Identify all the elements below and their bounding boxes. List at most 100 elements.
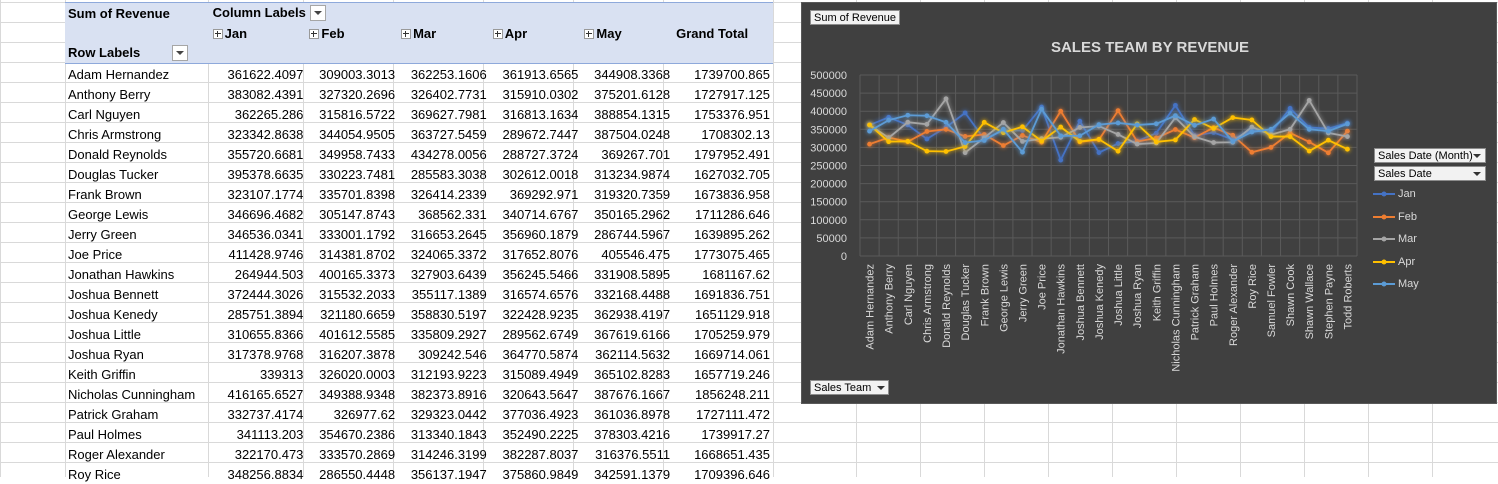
value-cell[interactable]: 327903.6439	[410, 266, 487, 282]
row-label[interactable]: Jerry Green	[68, 226, 137, 242]
row-label[interactable]: Nicholas Cunningham	[68, 386, 196, 402]
month-header-may[interactable]: May	[581, 23, 674, 43]
data-point[interactable]	[943, 96, 949, 102]
value-cell[interactable]: 388854.1315	[594, 106, 671, 122]
legend-item-mar[interactable]: Mar	[1373, 233, 1417, 245]
value-cell[interactable]: 355720.6681	[227, 146, 304, 162]
value-cell[interactable]: 329323.0442	[410, 406, 487, 422]
data-point[interactable]	[924, 121, 930, 127]
value-cell[interactable]: 286744.5967	[594, 226, 671, 242]
data-point[interactable]	[1211, 116, 1217, 122]
value-cell[interactable]: 365102.8283	[594, 366, 671, 382]
value-cell[interactable]: 350165.2962	[594, 206, 671, 222]
data-point[interactable]	[1287, 105, 1293, 111]
row-label[interactable]: Keith Griffin	[68, 366, 136, 382]
value-cell[interactable]: 330223.7481	[319, 166, 396, 182]
value-cell[interactable]: 362938.4197	[594, 306, 671, 322]
value-cell[interactable]: 310655.8366	[227, 326, 304, 342]
row-label[interactable]: Joshua Little	[68, 326, 141, 342]
value-cell[interactable]: 369292.971	[509, 186, 579, 202]
row-label[interactable]: Frank Brown	[68, 186, 142, 202]
table-row[interactable]: Douglas Tucker 395378.6635 330223.7481 2855…	[65, 164, 773, 184]
data-point[interactable]	[1268, 134, 1274, 139]
value-cell[interactable]: 340714.6767	[502, 206, 579, 222]
pivot-table[interactable]: Sum of Revenue Column Labels Jan Feb Mar…	[65, 2, 773, 484]
sales-date-field-button[interactable]: Sales Date	[1374, 166, 1486, 181]
data-point[interactable]	[1287, 130, 1293, 136]
row-label[interactable]: Chris Armstrong	[68, 126, 162, 142]
data-point[interactable]	[1000, 143, 1006, 148]
value-cell[interactable]: 356137.1947	[410, 466, 487, 482]
value-cell[interactable]: 361036.8978	[594, 406, 671, 422]
column-labels-cell[interactable]: Column Labels	[209, 2, 399, 23]
value-cell[interactable]: 387676.1667	[594, 386, 671, 402]
value-cell[interactable]: 309003.3013	[319, 66, 396, 82]
value-cell[interactable]: 361913.6565	[502, 66, 579, 82]
grand-total-cell[interactable]: 1651129.918	[695, 306, 770, 322]
table-row[interactable]: Chris Armstrong 323342.8638 344054.9505 363…	[65, 124, 773, 144]
data-point[interactable]	[1020, 149, 1025, 155]
value-cell[interactable]: 369267.701	[601, 146, 671, 162]
value-cell[interactable]: 316813.1634	[502, 106, 579, 122]
row-label[interactable]: Joshua Ryan	[68, 346, 144, 362]
table-row[interactable]: Jerry Green 346536.0341 333001.1792 316653.…	[65, 224, 773, 244]
data-point[interactable]	[886, 117, 892, 123]
value-cell[interactable]: 312193.9223	[410, 366, 487, 382]
grand-total-cell[interactable]: 1773075.465	[694, 246, 770, 262]
column-labels-filter-icon[interactable]	[309, 5, 326, 22]
value-cell[interactable]: 352490.2225	[502, 426, 579, 442]
data-point[interactable]	[1325, 150, 1331, 156]
series-line[interactable]	[869, 107, 1348, 154]
series-line[interactable]	[868, 116, 1348, 153]
value-cell[interactable]: 313234.9874	[594, 166, 671, 182]
value-cell[interactable]: 288727.3724	[502, 146, 579, 162]
data-point[interactable]	[943, 119, 949, 125]
row-labels-cell[interactable]: Row Labels	[65, 43, 210, 64]
row-label[interactable]: Jonathan Hawkins	[68, 266, 175, 282]
data-point[interactable]	[943, 126, 949, 132]
data-point[interactable]	[1153, 130, 1159, 136]
data-point[interactable]	[1325, 128, 1331, 134]
grand-total-cell[interactable]: 1657719.246	[694, 366, 770, 382]
row-label[interactable]: Roger Alexander	[68, 446, 165, 462]
value-cell[interactable]: 362253.1606	[410, 66, 487, 82]
table-row[interactable]: Joshua Ryan 317378.9768 316207.3878 309242.…	[65, 344, 773, 364]
value-cell[interactable]: 317652.8076	[502, 246, 579, 262]
value-cell[interactable]: 322428.9235	[502, 306, 579, 322]
grand-total-cell[interactable]: 1709396.646	[694, 466, 770, 482]
month-header-jan[interactable]: Jan	[209, 23, 307, 43]
value-cell[interactable]: 314246.3199	[410, 446, 487, 462]
table-row[interactable]: Adam Hernandez 361622.4097 309003.3013 3622…	[65, 64, 773, 85]
table-row[interactable]: Patrick Graham 332737.4174 326977.62 329323…	[65, 404, 773, 424]
data-point[interactable]	[1058, 124, 1064, 130]
data-point[interactable]	[1306, 148, 1312, 154]
data-point[interactable]	[962, 150, 968, 156]
table-row[interactable]: Frank Brown 323107.1774 335701.8398 326414.…	[65, 184, 773, 204]
value-cell[interactable]: 349388.9348	[319, 386, 396, 402]
value-cell[interactable]: 264944.503	[234, 266, 304, 282]
data-point[interactable]	[1268, 145, 1274, 150]
value-cell[interactable]: 316574.6576	[502, 286, 579, 302]
value-cell[interactable]: 344054.9505	[319, 126, 396, 142]
value-cell[interactable]: 348256.8834	[227, 466, 304, 482]
value-cell[interactable]: 369627.7981	[410, 106, 487, 122]
data-point[interactable]	[1192, 134, 1197, 140]
value-cell[interactable]: 327320.2696	[319, 86, 396, 102]
value-cell[interactable]: 382373.8916	[410, 386, 487, 402]
value-cell[interactable]: 316376.5511	[595, 446, 671, 462]
value-cell[interactable]: 375860.9849	[502, 466, 579, 482]
data-point[interactable]	[1115, 108, 1121, 114]
data-point[interactable]	[1345, 128, 1350, 134]
value-cell[interactable]: 333570.2869	[319, 446, 396, 462]
data-point[interactable]	[886, 135, 892, 141]
value-cell[interactable]: 367619.6166	[594, 326, 671, 342]
data-point[interactable]	[1306, 97, 1312, 103]
data-point[interactable]	[1039, 138, 1044, 144]
value-cell[interactable]: 354670.2386	[319, 426, 396, 442]
value-cell[interactable]: 332737.4174	[227, 406, 304, 422]
expand-icon[interactable]	[584, 29, 595, 40]
row-label[interactable]: Anthony Berry	[68, 86, 151, 102]
value-cell[interactable]: 355117.1389	[411, 286, 487, 302]
row-label[interactable]: Paul Holmes	[68, 426, 142, 442]
table-row[interactable]: Anthony Berry 383082.4391 327320.2696 32640…	[65, 84, 773, 104]
